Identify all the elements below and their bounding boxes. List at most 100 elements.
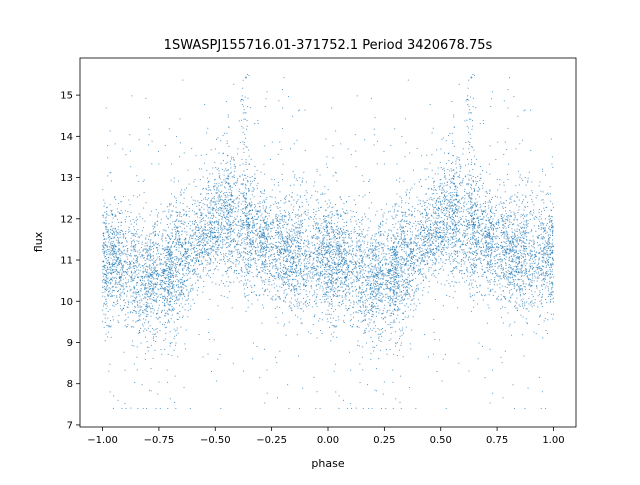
- data-point: [215, 203, 217, 205]
- data-point: [338, 230, 340, 232]
- data-point: [395, 258, 397, 260]
- data-point: [408, 192, 410, 194]
- data-point: [336, 247, 338, 249]
- data-point: [439, 179, 441, 181]
- data-point: [197, 236, 199, 238]
- data-point: [375, 274, 377, 276]
- data-point: [403, 259, 405, 261]
- data-point: [392, 296, 394, 298]
- data-point: [374, 117, 376, 119]
- data-point: [115, 199, 117, 201]
- data-point: [199, 256, 201, 258]
- data-point: [151, 290, 153, 292]
- data-point: [399, 267, 401, 269]
- data-point: [334, 363, 336, 365]
- data-point: [147, 276, 149, 278]
- data-point: [331, 258, 333, 260]
- data-point: [423, 287, 425, 289]
- data-point: [421, 260, 423, 262]
- data-point: [424, 205, 426, 206]
- data-point: [129, 204, 131, 206]
- data-point: [126, 326, 128, 328]
- data-point: [157, 318, 159, 320]
- data-point: [119, 260, 121, 262]
- data-point: [167, 293, 169, 295]
- data-point: [374, 266, 376, 268]
- data-point: [388, 288, 390, 290]
- data-point: [212, 210, 214, 212]
- data-point: [207, 232, 209, 234]
- data-point: [347, 309, 349, 311]
- data-point: [168, 260, 170, 262]
- data-point: [393, 290, 395, 292]
- data-point: [352, 248, 354, 250]
- data-point: [203, 247, 205, 249]
- data-point: [187, 247, 189, 249]
- data-point: [188, 263, 190, 265]
- data-point: [153, 329, 155, 331]
- data-point: [150, 344, 152, 346]
- data-point: [392, 273, 394, 275]
- data-point: [420, 257, 422, 259]
- data-point: [171, 306, 173, 308]
- data-point: [194, 232, 196, 234]
- data-point: [340, 255, 342, 257]
- data-point: [552, 249, 554, 251]
- data-point: [382, 264, 384, 266]
- data-point: [411, 251, 413, 253]
- data-point: [150, 294, 152, 296]
- data-point: [172, 284, 174, 286]
- data-point: [329, 326, 331, 328]
- data-point: [344, 276, 346, 278]
- data-point: [176, 327, 178, 329]
- data-point: [154, 234, 156, 236]
- data-point: [122, 246, 124, 248]
- data-point: [106, 277, 108, 279]
- data-point: [400, 342, 402, 344]
- data-point: [165, 297, 167, 299]
- data-point: [419, 203, 421, 205]
- data-point: [400, 407, 402, 409]
- data-point: [399, 328, 401, 330]
- data-point: [175, 227, 177, 229]
- data-point: [396, 193, 398, 195]
- data-point: [334, 236, 336, 238]
- data-point: [160, 284, 162, 286]
- data-point: [422, 250, 424, 252]
- data-point: [377, 289, 379, 291]
- data-point: [400, 230, 402, 232]
- data-point: [378, 358, 380, 360]
- data-point: [129, 255, 131, 257]
- data-point: [429, 223, 431, 225]
- data-point: [206, 205, 208, 207]
- data-point: [210, 199, 212, 201]
- data-point: [207, 248, 209, 250]
- data-point: [203, 220, 205, 222]
- data-point: [343, 315, 345, 317]
- data-point: [336, 336, 338, 338]
- data-point: [428, 176, 430, 178]
- data-point: [419, 269, 421, 271]
- data-point: [370, 283, 372, 285]
- data-point: [164, 257, 166, 259]
- data-point: [405, 243, 407, 245]
- data-point: [171, 214, 173, 216]
- data-point: [179, 293, 181, 295]
- data-point: [211, 235, 213, 237]
- data-point: [343, 249, 345, 251]
- data-point: [388, 281, 390, 283]
- data-point: [212, 206, 214, 208]
- data-point: [360, 310, 362, 312]
- data-point: [199, 179, 201, 181]
- data-point: [404, 213, 406, 215]
- data-point: [175, 297, 177, 299]
- data-point: [407, 269, 409, 271]
- data-point: [175, 294, 177, 296]
- data-point: [175, 226, 177, 228]
- data-point: [405, 264, 407, 266]
- data-point: [357, 292, 359, 294]
- data-point: [177, 239, 179, 241]
- data-point: [136, 231, 137, 233]
- data-point: [168, 255, 170, 257]
- data-point: [342, 273, 344, 275]
